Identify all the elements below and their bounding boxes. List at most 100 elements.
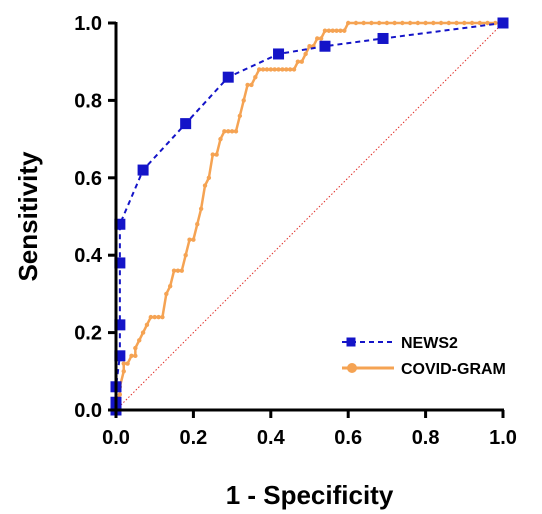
data-point bbox=[346, 20, 351, 26]
data-point bbox=[477, 20, 482, 26]
data-point bbox=[369, 20, 374, 26]
legend-label-news2: NEWS2 bbox=[401, 335, 458, 352]
data-point bbox=[183, 253, 188, 258]
data-point bbox=[326, 28, 332, 33]
data-point bbox=[253, 74, 258, 80]
data-point bbox=[342, 28, 347, 33]
data-point bbox=[276, 67, 281, 72]
data-point bbox=[133, 353, 138, 359]
data-point bbox=[179, 268, 184, 273]
y-tick-label: 0.4 bbox=[74, 245, 103, 267]
data-point bbox=[195, 222, 200, 227]
data-point bbox=[233, 129, 239, 134]
data-point bbox=[202, 183, 208, 188]
data-point bbox=[462, 20, 467, 26]
data-point bbox=[260, 67, 266, 72]
data-point bbox=[469, 20, 475, 26]
data-point bbox=[400, 20, 405, 26]
plot-area bbox=[110, 17, 509, 416]
data-point bbox=[376, 20, 382, 26]
y-tick-label: 0.0 bbox=[74, 400, 102, 422]
data-point bbox=[454, 20, 459, 26]
data-point bbox=[171, 268, 177, 273]
data-point bbox=[315, 36, 320, 41]
y-tick-label: 0.2 bbox=[74, 323, 102, 345]
data-point bbox=[303, 51, 308, 57]
data-point bbox=[129, 353, 134, 359]
data-point bbox=[377, 32, 389, 44]
data-point bbox=[280, 67, 285, 72]
data-point bbox=[222, 71, 234, 83]
x-tick-label: 0.2 bbox=[179, 427, 207, 449]
data-point bbox=[125, 361, 130, 366]
data-point bbox=[206, 175, 212, 180]
data-point bbox=[214, 152, 219, 157]
series-covid-gram bbox=[113, 20, 506, 413]
x-tick-label: 0.8 bbox=[412, 427, 440, 449]
axes: 0.0 0.2 0.4 0.6 0.8 1.0 0.0 0.2 0.4 0.6 0.8 1.0 bbox=[74, 13, 517, 449]
data-point bbox=[438, 20, 444, 26]
data-point bbox=[384, 20, 390, 26]
data-point bbox=[114, 319, 126, 331]
data-point bbox=[164, 291, 169, 297]
data-point bbox=[156, 314, 161, 320]
data-point bbox=[144, 322, 150, 328]
reference-diagonal-line bbox=[115, 22, 504, 411]
data-point bbox=[114, 218, 126, 230]
data-point bbox=[264, 67, 270, 72]
data-point bbox=[392, 20, 397, 26]
y-tick-label: 1.0 bbox=[74, 13, 102, 35]
data-point bbox=[268, 67, 273, 72]
legend-item-covid-gram: COVID-GRAM bbox=[342, 361, 506, 378]
x-axis-title: 1 - Specificity bbox=[226, 480, 394, 510]
data-point bbox=[299, 59, 304, 64]
data-point bbox=[114, 257, 126, 269]
data-point bbox=[497, 17, 509, 29]
x-tick-label: 0.0 bbox=[102, 427, 130, 449]
data-point bbox=[249, 82, 254, 88]
data-point bbox=[318, 36, 324, 41]
data-point bbox=[423, 20, 428, 26]
x-axis-ticks: 0.0 0.2 0.4 0.6 0.8 1.0 bbox=[102, 410, 517, 449]
data-point bbox=[361, 20, 366, 26]
y-tick-label: 0.8 bbox=[74, 90, 102, 112]
x-tick-label: 0.4 bbox=[257, 427, 286, 449]
data-point bbox=[160, 314, 165, 320]
data-point bbox=[226, 129, 231, 134]
data-point bbox=[273, 48, 285, 60]
data-point bbox=[493, 20, 498, 26]
data-point bbox=[353, 20, 359, 26]
data-point bbox=[319, 40, 331, 52]
data-point bbox=[167, 283, 173, 289]
y-tick-label: 0.6 bbox=[74, 168, 102, 190]
legend: NEWS2 COVID-GRAM bbox=[342, 335, 506, 378]
y-axis-ticks: 0.0 0.2 0.4 0.6 0.8 1.0 bbox=[74, 13, 116, 422]
data-point bbox=[291, 67, 297, 72]
data-point bbox=[137, 338, 142, 343]
data-point bbox=[121, 369, 126, 374]
data-point bbox=[180, 118, 192, 130]
data-point bbox=[218, 136, 223, 142]
data-point bbox=[330, 28, 335, 33]
legend-marker-news2 bbox=[346, 337, 356, 347]
legend-item-news2: NEWS2 bbox=[342, 335, 458, 352]
legend-marker-covid-gram bbox=[347, 363, 357, 373]
data-point bbox=[334, 28, 339, 33]
data-point bbox=[407, 20, 413, 26]
data-point bbox=[241, 98, 246, 103]
data-point bbox=[198, 206, 204, 211]
data-point bbox=[187, 237, 192, 242]
data-point bbox=[415, 20, 421, 26]
data-point bbox=[272, 67, 277, 72]
data-point bbox=[446, 20, 452, 26]
data-point bbox=[191, 237, 196, 242]
data-point bbox=[287, 67, 293, 72]
data-point bbox=[140, 330, 146, 335]
data-point bbox=[117, 392, 123, 397]
data-point bbox=[295, 59, 301, 64]
data-point bbox=[121, 361, 126, 366]
data-point bbox=[222, 129, 227, 134]
data-point bbox=[256, 67, 262, 72]
data-point bbox=[229, 129, 235, 134]
